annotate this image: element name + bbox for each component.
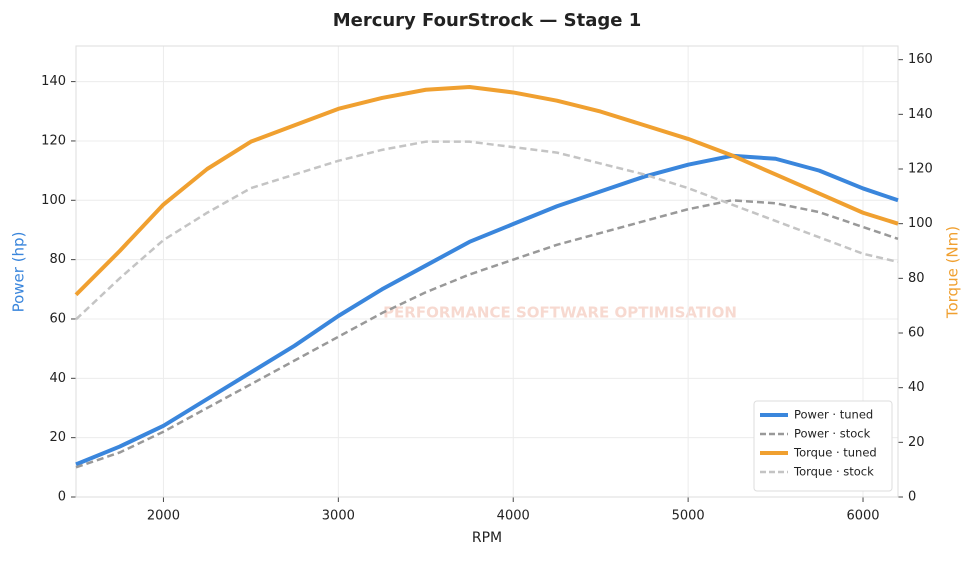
legend-label: Power · tuned (794, 408, 873, 422)
y-tick-label: 0 (58, 490, 66, 505)
y2-tick-label: 140 (908, 107, 933, 122)
x-axis-label: RPM (472, 530, 502, 546)
y-tick-label: 120 (41, 133, 66, 148)
legend-box (753, 400, 893, 492)
y-tick-label: 60 (49, 311, 66, 326)
y2-tick-label: 0 (908, 490, 916, 505)
y2-tick-label: 20 (908, 435, 925, 450)
legend-label: Torque · stock (793, 465, 874, 479)
y2-tick-label: 100 (908, 216, 933, 231)
y2-axis-label: Torque (Nm) (944, 226, 962, 319)
y2-tick-label: 40 (908, 380, 925, 395)
series-line (75, 153, 899, 467)
plot-frame (75, 45, 899, 498)
series-line (75, 199, 899, 469)
y-tick-label: 40 (49, 371, 66, 386)
y2-tick-label: 80 (908, 271, 925, 286)
chart-title: Mercury FourStrock — Stage 1 (333, 10, 642, 31)
y2-tick-label: 120 (908, 162, 933, 177)
y2-tick-label: 60 (908, 326, 925, 341)
x-tick-label: 6000 (846, 509, 879, 524)
y-tick-label: 20 (49, 430, 66, 445)
y-axis-label: Power (hp) (10, 232, 28, 313)
watermark: PERFORMANCE SOFTWARE OPTIMISATION (383, 304, 737, 322)
x-tick-label: 4000 (497, 509, 530, 524)
legend-label: Torque · tuned (793, 446, 877, 460)
x-tick-label: 2000 (147, 509, 180, 524)
series-line (74, 85, 899, 297)
y-tick-label: 100 (41, 193, 66, 208)
legend-label: Power · stock (794, 427, 871, 441)
y2-tick-label: 160 (908, 52, 933, 67)
y-tick-label: 140 (41, 74, 66, 89)
x-tick-label: 3000 (322, 509, 355, 524)
series-line (75, 140, 899, 321)
x-tick-label: 5000 (672, 509, 705, 524)
y-tick-label: 80 (49, 252, 66, 267)
